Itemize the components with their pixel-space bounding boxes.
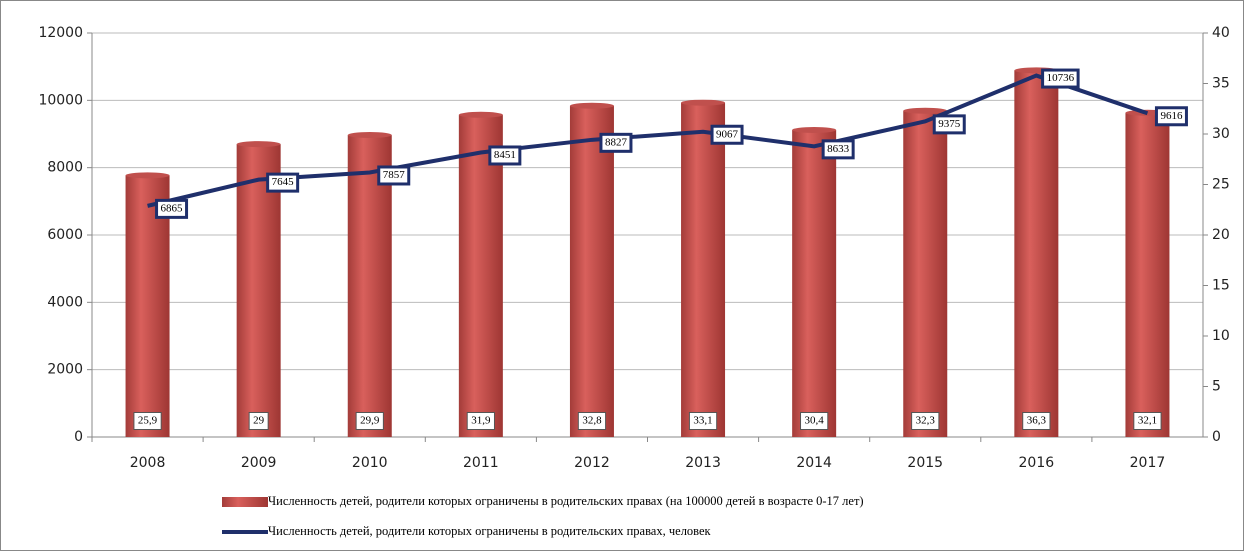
bar <box>236 144 281 437</box>
data-label: 29 <box>253 415 265 427</box>
data-label-box <box>710 124 744 145</box>
data-label-box <box>355 412 384 430</box>
data-label-box <box>248 412 269 430</box>
bar-top <box>569 102 614 109</box>
x-tick-label: 2009 <box>241 455 277 471</box>
data-label-box <box>266 172 300 193</box>
x-tick-label: 2010 <box>352 455 388 471</box>
data-label: 8827 <box>605 136 628 148</box>
data-label-box <box>1022 412 1051 430</box>
data-label-box <box>1041 68 1080 89</box>
data-label: 36,3 <box>1027 415 1047 427</box>
bar-top <box>458 111 503 118</box>
data-label: 8633 <box>827 143 850 155</box>
legend-label: Численность детей, родители которых огра… <box>268 524 712 538</box>
x-tick-label: 2013 <box>685 455 721 471</box>
data-label: 8451 <box>494 149 516 161</box>
bar <box>458 114 503 437</box>
data-label: 32,3 <box>916 415 936 427</box>
data-label: 25,9 <box>138 415 158 427</box>
data-label: 9375 <box>938 118 961 130</box>
y-tick-label: 2000 <box>47 362 83 378</box>
data-label-box <box>377 165 411 186</box>
data-label-box <box>155 198 189 219</box>
y2-tick-label: 15 <box>1212 278 1230 294</box>
y-tick-label: 8000 <box>47 160 83 176</box>
y2-tick-label: 5 <box>1212 379 1221 395</box>
y2-tick-label: 0 <box>1212 429 1221 445</box>
data-label: 31,9 <box>471 415 491 427</box>
data-label: 29,9 <box>360 415 380 427</box>
x-tick-label: 2016 <box>1019 455 1055 471</box>
data-label-box <box>577 412 607 430</box>
y-tick-label: 12000 <box>38 25 83 41</box>
y2-tick-label: 20 <box>1212 227 1230 243</box>
data-label: 30,4 <box>805 415 825 427</box>
data-label-box <box>800 412 829 430</box>
x-tick-label: 2014 <box>796 455 832 471</box>
bar <box>903 110 948 438</box>
bar-top <box>347 132 392 139</box>
data-label: 7645 <box>272 176 295 188</box>
data-label-box <box>821 139 855 160</box>
bar-top <box>681 99 726 106</box>
data-label-box <box>133 412 162 430</box>
x-tick-label: 2012 <box>574 455 610 471</box>
bar-top <box>236 141 281 148</box>
line <box>147 73 1149 208</box>
data-label-box <box>488 145 522 166</box>
bar-top <box>125 172 170 179</box>
y2-tick-label: 35 <box>1212 76 1230 92</box>
data-label: 32,1 <box>1138 415 1157 427</box>
bar-top <box>792 126 837 133</box>
bar-top <box>903 107 948 114</box>
data-label: 10736 <box>1047 72 1075 84</box>
bar <box>681 102 726 437</box>
legend-label: Численность детей, родители которых огра… <box>268 494 864 508</box>
y2-tick-label: 40 <box>1212 25 1230 41</box>
data-label: 9067 <box>716 128 739 140</box>
data-label: 32,8 <box>582 415 602 427</box>
bar <box>125 175 170 437</box>
data-label-box <box>932 114 966 135</box>
data-label: 9616 <box>1160 110 1183 122</box>
data-label-box <box>688 412 718 430</box>
data-label-box <box>1133 412 1162 430</box>
y-tick-label: 10000 <box>38 92 83 108</box>
data-label-box <box>1154 106 1188 127</box>
data-label: 33,1 <box>693 415 712 427</box>
data-label: 6865 <box>161 202 184 214</box>
legend-swatch <box>222 497 268 507</box>
x-tick-label: 2017 <box>1130 455 1166 471</box>
data-label-box <box>599 132 633 153</box>
bar <box>569 105 614 437</box>
y2-tick-label: 30 <box>1212 126 1230 142</box>
data-label-box <box>911 412 940 430</box>
y-tick-label: 6000 <box>47 227 83 243</box>
y-tick-label: 0 <box>74 429 83 445</box>
bar <box>1014 70 1059 438</box>
data-label-box <box>466 412 495 430</box>
data-label: 7857 <box>383 169 406 181</box>
x-tick-label: 2008 <box>130 455 166 471</box>
y2-tick-label: 10 <box>1212 328 1230 344</box>
y-tick-label: 4000 <box>47 294 83 310</box>
bar <box>792 129 837 437</box>
x-tick-label: 2011 <box>463 455 499 471</box>
bar <box>1125 112 1170 437</box>
x-tick-label: 2015 <box>907 455 943 471</box>
y2-tick-label: 25 <box>1212 177 1230 193</box>
